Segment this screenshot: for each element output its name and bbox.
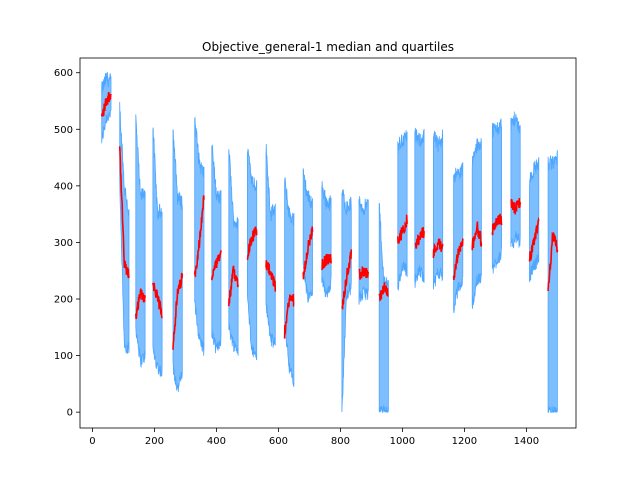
median-line-25 [547,231,559,292]
quartile-band-15 [358,196,369,305]
median-line-19 [432,238,444,259]
quartile-band-22 [491,118,503,274]
y-tick-label: 0 [67,408,73,419]
plot-area [100,72,559,413]
quartile-band-19 [432,129,444,290]
x-tick-label: 1000 [390,436,415,447]
quartile-band-2 [119,101,130,354]
y-tick-label: 100 [54,351,73,362]
x-axis: 0 200 400 600 800 1000 1200 1400 [89,428,539,447]
median-line-2 [118,146,130,279]
median-line-24 [528,216,540,262]
median-line-18 [414,227,425,249]
median-line-8 [228,265,239,307]
quartile-band-13 [321,181,332,298]
quartile-band-10 [265,143,276,348]
quartile-band-8 [228,149,239,356]
median-line-9 [246,226,258,260]
quartile-band-18 [414,127,425,288]
median-line-13 [321,253,332,271]
chart-title: Objective_general-1 median and quartiles [202,40,454,54]
x-tick-label: 0 [89,436,95,447]
median-lines [100,91,559,350]
median-line-11 [283,293,295,339]
median-line-21 [471,221,483,251]
quartile-band-4 [152,127,163,377]
quartile-band-16 [378,202,389,413]
median-line-15 [358,266,370,280]
quartile-band-23 [510,111,521,249]
y-tick-label: 600 [54,68,73,79]
median-line-14 [341,249,353,310]
y-axis: 0 100 200 300 400 500 600 [54,68,80,419]
median-line-1 [100,91,112,117]
y-tick-label: 200 [54,295,73,306]
x-tick-label: 400 [207,436,226,447]
quartile-band-17 [397,130,408,291]
quartile-band-7 [211,144,222,354]
median-line-10 [265,260,277,292]
x-tick-label: 1200 [452,436,477,447]
median-line-17 [397,214,408,244]
quartile-band-14 [341,189,352,413]
median-line-23 [510,197,521,215]
quartile-band-9 [246,148,258,361]
quartile-band-25 [547,150,558,413]
x-tick-label: 800 [331,436,350,447]
median-line-6 [193,195,205,277]
quartile-band-1 [101,72,112,144]
quartile-band-20 [453,162,464,314]
quartile-band-11 [284,177,295,388]
median-line-16 [378,282,389,302]
y-tick-label: 300 [54,238,73,249]
median-line-12 [302,226,314,280]
x-tick-label: 200 [145,436,164,447]
median-line-22 [491,213,503,236]
x-tick-label: 600 [269,436,288,447]
median-line-20 [452,238,464,281]
median-line-4 [152,282,163,319]
quartile-band-24 [529,157,540,283]
y-tick-label: 400 [54,181,73,192]
axes-frame [79,57,577,429]
x-tick-label: 1400 [514,436,539,447]
y-tick-label: 500 [54,125,73,136]
median-line-7 [211,250,222,281]
median-line-3 [135,288,146,320]
median-line-5 [172,272,184,350]
